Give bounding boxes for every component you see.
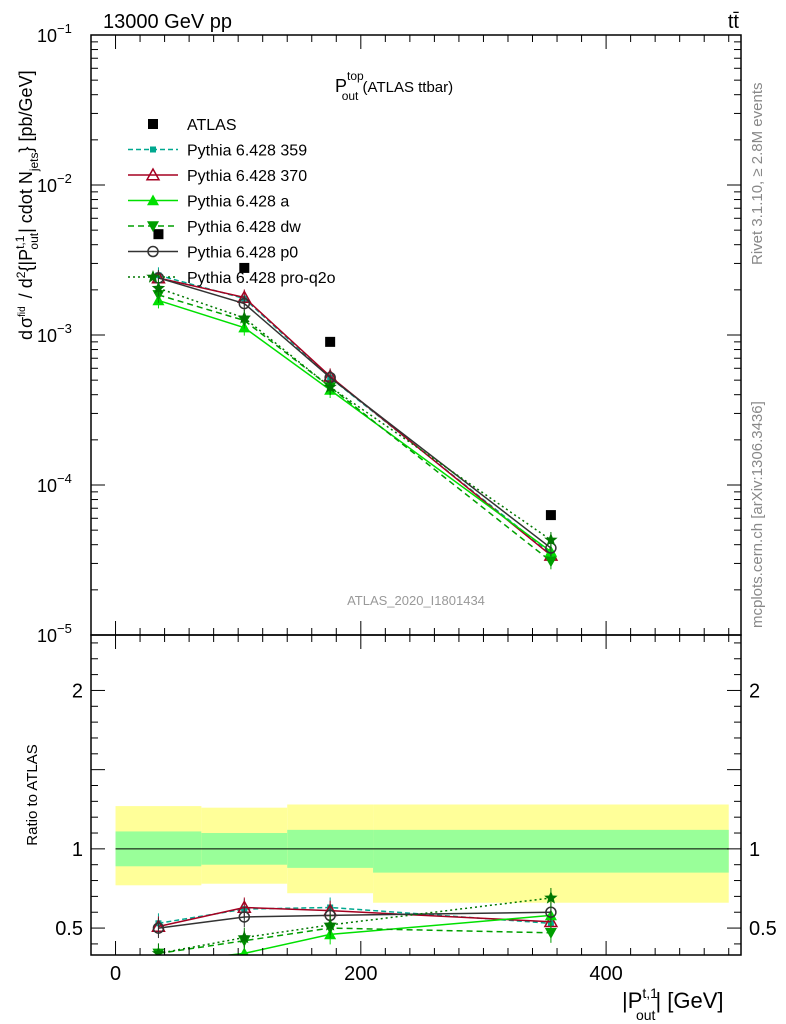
atlas-data — [153, 229, 556, 521]
series-line — [158, 287, 552, 541]
series-line — [158, 274, 552, 554]
legend-marker — [147, 221, 159, 232]
ratio-y-tick-label: 0.5 — [749, 918, 777, 940]
ratio-marker — [238, 911, 251, 923]
ratio-uncertainty-bands — [115, 804, 729, 903]
process-label: tt̄ — [728, 11, 740, 33]
ratio-marker — [323, 917, 337, 931]
series-marker — [323, 380, 337, 393]
ratio-frame — [90, 634, 742, 956]
energy-label: 13000 GeV pp — [103, 11, 232, 33]
band-inner — [373, 829, 729, 873]
legend-label: Pythia 6.428 370 — [187, 168, 307, 185]
main-y-label: dσfid/ d2{|Pt,1out| cdot Njets} [pb/GeV] — [13, 70, 41, 340]
main-panel: 10−1 10−2 10−3 10−4 10−5 ATLAS_2020_I1801434… — [13, 21, 742, 646]
ratio-y-tick-label: 2 — [72, 680, 83, 702]
legend-label: Pythia 6.428 pro-q2o — [187, 270, 336, 287]
ratio-y-tick-label: 2 — [749, 680, 760, 702]
x-axis-label: |Pt,1 out| [GeV] — [622, 985, 724, 1023]
x-tick-label: 0 — [110, 963, 121, 985]
ratio-x-axis: 0 200 400 — [110, 635, 730, 985]
x-tick-label: 200 — [344, 963, 377, 985]
ratio-line — [158, 897, 551, 955]
legend-marker — [148, 119, 158, 129]
legend-marker — [150, 146, 156, 153]
ratio-marker — [237, 930, 251, 944]
series-marker — [151, 281, 166, 294]
y-tick-label: 10−3 — [37, 321, 72, 346]
ratio-line — [158, 927, 551, 955]
legend-marker — [145, 167, 161, 181]
main-series — [151, 267, 559, 570]
series-marker — [544, 556, 557, 568]
mcplots-label: mcplots.cern.ch [arXiv:1306.3436] — [749, 401, 766, 628]
analysis-watermark: ATLAS_2020_I1801434 — [347, 593, 485, 608]
rivet-label: Rivet 3.1.10, ≥ 2.8M events — [749, 83, 766, 266]
ratio-y-label: Ratio to ATLAS — [24, 744, 41, 845]
ratio-y-tick-label: 0.5 — [55, 918, 83, 940]
main-y-axis: 10−1 10−2 10−3 10−4 10−5 — [37, 21, 741, 646]
ratio-panel: 0.5 0.5 1 1 2 2 0 200 400 Ratio to ATLAS |Pt,1 o… — [24, 634, 777, 1023]
data-point — [239, 262, 250, 273]
y-tick-label: 10−5 — [37, 621, 72, 646]
y-tick-label: 10−2 — [37, 171, 72, 196]
x-tick-label: 400 — [589, 963, 622, 985]
legend-marker — [146, 270, 160, 283]
ratio-y-tick-label: 1 — [749, 839, 760, 861]
legend: ATLAS Pythia 6.428 359 Pythia 6.428 370 Pyt… — [128, 117, 336, 287]
legend-label: Pythia 6.428 dw — [187, 219, 301, 236]
legend-label: Pythia 6.428 359 — [187, 143, 307, 160]
ratio-y-tick-label: 1 — [72, 839, 83, 861]
legend-label: Pythia 6.428 a — [187, 194, 289, 211]
series-line — [158, 294, 552, 562]
ratio-marker — [240, 947, 249, 955]
main-title: Ptop out (ATLAS ttbar) — [335, 69, 453, 103]
data-point — [153, 229, 164, 240]
series-marker — [238, 297, 251, 310]
legend-label: Pythia 6.428 p0 — [187, 245, 298, 262]
series-line — [158, 277, 552, 556]
legend-label: ATLAS — [187, 117, 237, 134]
ratio-series — [151, 887, 559, 968]
ratio-line — [158, 906, 551, 928]
y-tick-label: 10−1 — [37, 21, 72, 46]
data-point — [325, 336, 336, 347]
series-marker — [237, 310, 251, 324]
ratio-y-axis: 0.5 0.5 1 1 2 2 — [55, 642, 777, 945]
series-line — [158, 299, 552, 553]
ratio-marker — [152, 922, 165, 934]
ratio-marker — [544, 928, 557, 939]
y-tick-label: 10−4 — [37, 471, 72, 496]
legend-marker — [147, 194, 159, 206]
ratio-marker — [544, 891, 558, 904]
main-x-ticks — [115, 35, 730, 635]
ratio-marker — [151, 946, 166, 955]
series-line — [158, 277, 552, 549]
ratio-marker — [152, 957, 164, 968]
data-point — [545, 510, 556, 521]
ratio-line — [158, 906, 551, 925]
legend-marker — [147, 245, 159, 258]
series-marker — [544, 533, 558, 546]
ratio-line — [223, 914, 551, 955]
ratio-line — [158, 911, 551, 929]
